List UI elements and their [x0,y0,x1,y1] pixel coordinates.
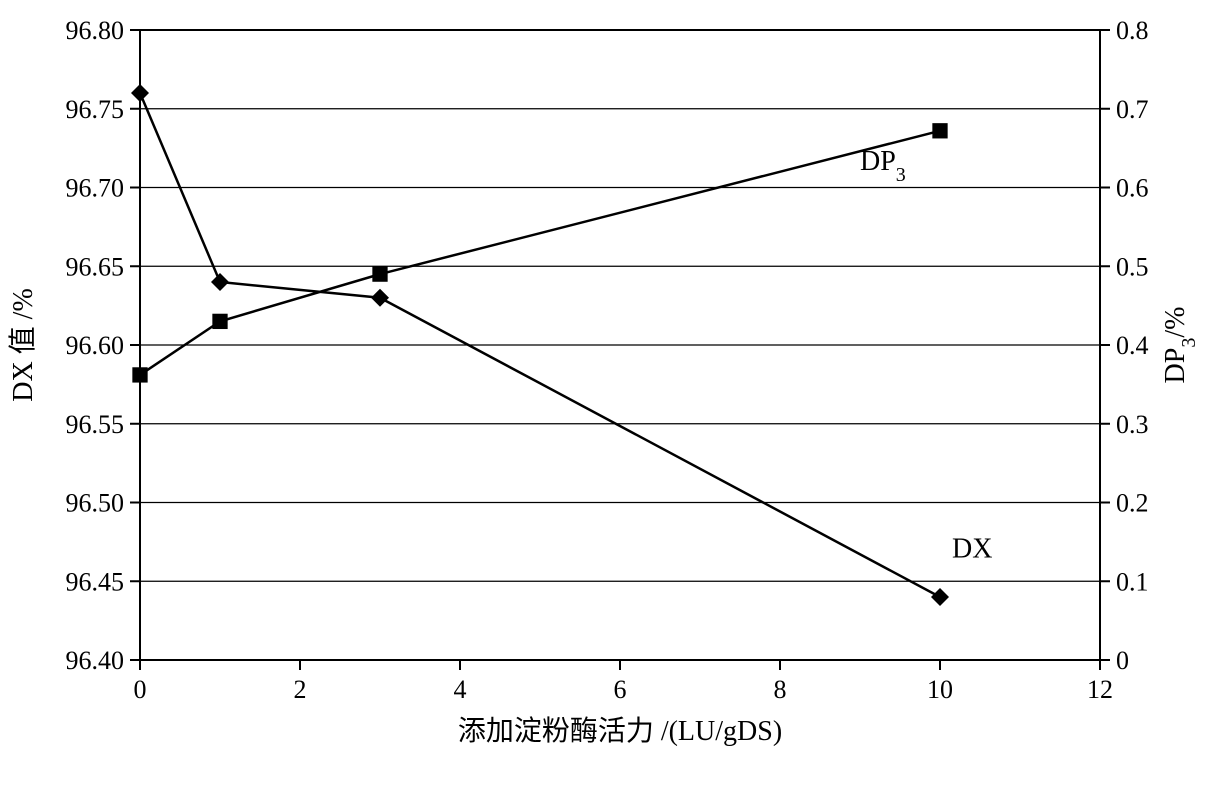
y-left-axis-title: DX 值 /% [7,288,39,402]
y-left-tick-label: 96.55 [66,410,125,439]
x-tick-label: 2 [294,675,307,704]
y-right-tick-label: 0 [1116,646,1129,675]
y-right-tick-label: 0.6 [1116,174,1149,203]
series-marker [372,266,387,281]
y-left-tick-label: 96.60 [66,331,125,360]
y-right-tick-label: 0.7 [1116,95,1149,124]
x-tick-label: 0 [134,675,147,704]
y-left-tick-label: 96.75 [66,95,125,124]
y-left-tick-label: 96.45 [66,567,125,596]
series-marker [132,367,147,382]
y-left-tick-label: 96.70 [66,174,125,203]
y-right-tick-label: 0.1 [1116,567,1149,596]
x-tick-label: 4 [454,675,467,704]
y-left-tick-label: 96.80 [66,16,125,45]
y-left-tick-label: 96.40 [66,646,125,675]
x-tick-label: 6 [614,675,627,704]
series-marker [212,314,227,329]
x-tick-label: 12 [1087,675,1113,704]
chart-container: 0 2 4 6 8 10 12 96.40 96.45 96.50 96.55 96.60 96.65 9… [0,0,1214,796]
y-left-tick-label: 96.50 [66,489,125,518]
chart-svg: 0 2 4 6 8 10 12 96.40 96.45 96.50 96.55 96.60 96.65 9… [0,0,1214,796]
y-right-tick-label: 0.4 [1116,331,1149,360]
series-marker [932,123,947,138]
y-right-tick-label: 0.8 [1116,16,1149,45]
y-right-tick-label: 0.5 [1116,252,1149,281]
x-axis-title: 添加淀粉酶活力 /(LU/gDS) [458,715,782,747]
series-label-dx: DX [952,534,992,565]
y-left-tick-label: 96.65 [66,252,125,281]
y-right-tick-label: 0.2 [1116,489,1149,518]
y-right-tick-label: 0.3 [1116,410,1149,439]
x-tick-label: 10 [927,675,953,704]
x-tick-label: 8 [774,675,787,704]
y-right-axis-title: DP3/% [1160,307,1200,384]
